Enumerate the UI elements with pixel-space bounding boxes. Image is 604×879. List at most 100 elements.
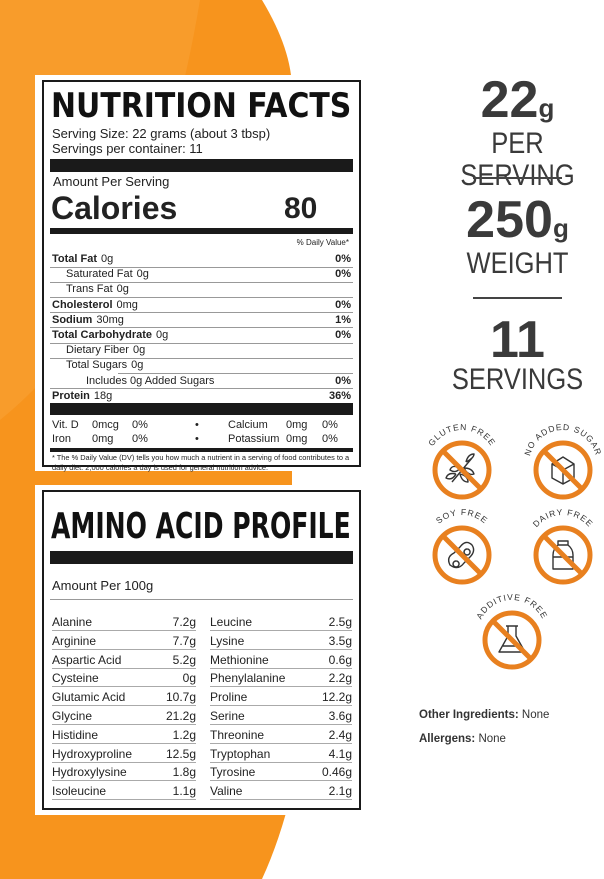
amino-row: Valine 2.1g (210, 782, 352, 801)
other-ingredients-value: None (521, 709, 550, 721)
vitamin-row: Vit. D 0mcg 0% Calcium 0mg 0% • (52, 418, 351, 432)
amino-value: 7.7g (172, 633, 196, 648)
nutrient-row: Saturated Fat 0g 0% (52, 267, 351, 281)
stat-number: 22 (480, 71, 539, 129)
amino-row: Aspartic Acid 5.2g (52, 651, 196, 669)
bullet: • (195, 419, 199, 431)
amino-value: 2.5g (328, 615, 352, 629)
nutrient-dv: 36% (328, 389, 351, 402)
nutrient-row: Protein 18g 36% (52, 389, 351, 403)
soybean-icon: SOY FREE (432, 507, 492, 585)
amino-name: Isoleucine (52, 784, 107, 799)
vitamin-name2: Calcium (228, 419, 268, 431)
nutrient-dv: 0% (335, 253, 351, 265)
allergens-value: None (478, 733, 506, 745)
nutrient-row: Total Sugars 0g (52, 358, 351, 372)
badge-label: ADDITIVE FREE (474, 592, 549, 621)
amount-per-100g: Amount Per 100g (52, 578, 154, 593)
divider-rule (50, 357, 353, 359)
wheat-icon: GLUTEN FREE (426, 422, 497, 500)
stat-label: WEIGHT (466, 247, 569, 280)
amino-name: Aspartic Acid (52, 652, 122, 667)
svg-text:NO ADDED SUGAR: NO ADDED SUGAR (522, 422, 604, 457)
divider-bar (50, 448, 353, 452)
amino-row: Isoleucine 1.1g (52, 782, 196, 801)
nutrient-label: Dietary Fiber (66, 344, 129, 357)
nutrient-label: Total Carbohydrate (52, 329, 153, 341)
nutrient-row: Dietary Fiber 0g (52, 343, 351, 357)
nutrient-dv: 0% (335, 329, 351, 341)
badge-dairy-free: DAIRY FREE (518, 505, 604, 595)
amino-name: Hydroxylysine (52, 765, 127, 780)
amino-name: Leucine (210, 615, 253, 629)
vitamin-name2: Potassium (228, 433, 280, 445)
amino-name: Alanine (52, 615, 93, 629)
vitamin-dv2: 0% (322, 433, 338, 445)
amino-row: Glutamic Acid 10.7g (52, 688, 196, 707)
amino-name: Phenylalanine (210, 671, 286, 686)
stat-label: PER SERVING (460, 127, 575, 192)
amino-value: 1.8g (172, 765, 196, 780)
badge-no-added-sugar: NO ADDED SUGAR (518, 420, 604, 510)
nutrition-facts-label: NUTRITION FACTS Serving Size: 22 grams (… (42, 80, 361, 472)
nutrient-label: Protein (52, 389, 90, 402)
amino-value: 0g (182, 671, 196, 686)
amino-value: 21.2g (165, 709, 196, 723)
amino-value: 3.5g (328, 633, 352, 648)
nutrient-amount: 0mg (116, 298, 138, 311)
divider-rule (50, 266, 353, 268)
amino-row: Methionine 0.6g (210, 651, 352, 669)
amino-value: 2.1g (328, 784, 352, 799)
amino-row: Histidine 1.2g (52, 726, 196, 744)
amino-value: 0.6g (328, 652, 352, 667)
nutrient-row: Cholesterol 0mg 0% (52, 298, 351, 312)
divider-rule (50, 388, 353, 390)
amino-value: 5.2g (172, 652, 196, 667)
nutrient-dv: 0% (335, 374, 351, 387)
nutrient-row: Sodium 30mg 1% (52, 313, 351, 327)
badge-label: SOY FREE (434, 507, 489, 526)
nutrient-amount: 0g (136, 268, 149, 281)
divider-bar (50, 551, 353, 564)
amino-name: Glutamic Acid (52, 690, 126, 705)
nutrient-amount: 0g (101, 253, 114, 265)
amino-row: Threonine 2.4g (210, 726, 352, 744)
nutrient-label: Total Fat (52, 253, 98, 265)
nutrient-dv: 0% (335, 298, 351, 311)
svg-text:ADDITIVE FREE: ADDITIVE FREE (474, 592, 550, 621)
amino-title: AMINO ACID PROFILE (51, 506, 351, 547)
amino-name: Glycine (52, 709, 93, 723)
vitamin-amount2: 0mg (286, 419, 308, 431)
amino-row: Serine 3.6g (210, 707, 352, 725)
divider-bar (50, 159, 353, 172)
calories-value: 80 (284, 192, 318, 225)
divider-rule (50, 296, 353, 298)
amino-row: Lysine 3.5g (210, 632, 352, 650)
nutrient-row: Total Carbohydrate 0g 0% (52, 328, 351, 342)
amino-row: Tyrosine 0.46g (210, 763, 352, 782)
amount-per-serving: Amount Per Serving (53, 174, 170, 189)
badge-soy-free: SOY FREE (417, 505, 507, 595)
stat-value: 11 (420, 314, 604, 374)
milk-bottle-icon: DAIRY FREE (531, 507, 594, 585)
vitamin-dv: 0% (132, 433, 148, 445)
nutrition-title-wrap: NUTRITION FACTS (51, 86, 351, 126)
amino-value: 1.2g (172, 727, 196, 742)
amino-name: Methionine (210, 652, 269, 667)
divider-bar (50, 403, 353, 415)
stat-separator (473, 177, 562, 179)
divider-rule (50, 327, 353, 329)
amino-name: Tyrosine (210, 765, 256, 780)
nutrient-label: Trans Fat (66, 283, 113, 296)
svg-text:SOY FREE: SOY FREE (434, 507, 490, 526)
sugar-cube-icon: NO ADDED SUGAR (522, 422, 604, 500)
stat-value: 250g (420, 194, 604, 254)
amino-value: 12.2g (321, 690, 352, 705)
allergens-label: Allergens: (419, 733, 476, 745)
vitamin-row: Iron 0mg 0% Potassium 0mg 0% • (52, 432, 351, 446)
divider-rule (50, 342, 353, 344)
nutrient-row: Trans Fat 0g (52, 282, 351, 296)
allergens: Allergens: None (419, 733, 506, 745)
nutrient-label: Saturated Fat (66, 268, 133, 281)
nutrient-label: Total Sugars (66, 359, 128, 372)
